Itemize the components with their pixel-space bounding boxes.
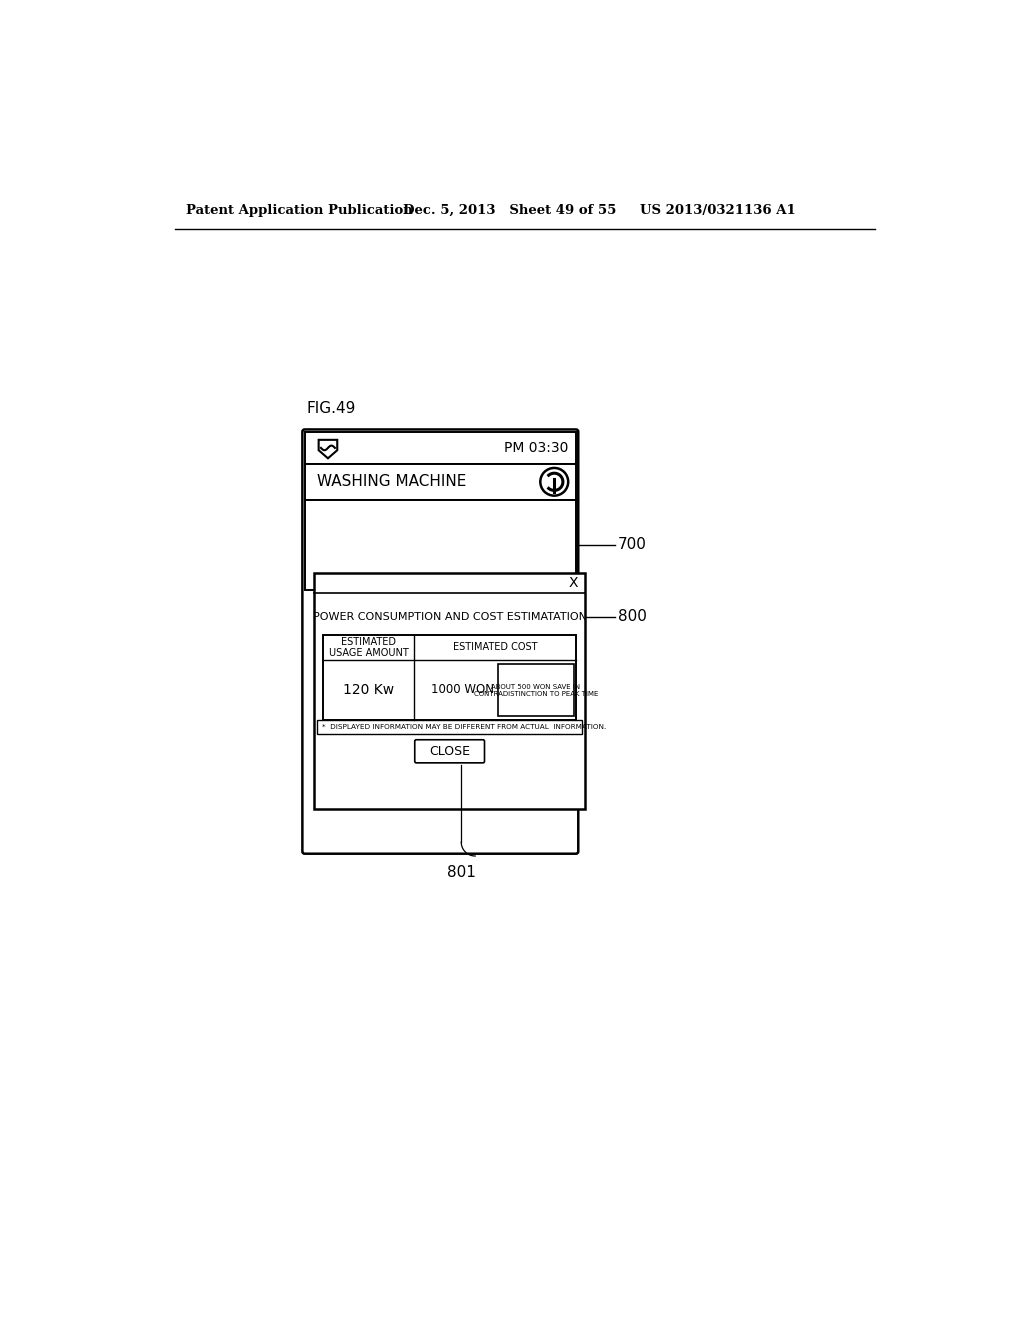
Text: WASHING MACHINE: WASHING MACHINE xyxy=(317,474,467,490)
Text: 700: 700 xyxy=(617,537,647,553)
Text: ESTIMATED COST: ESTIMATED COST xyxy=(453,643,538,652)
Bar xyxy=(314,573,586,809)
Text: Patent Application Publication: Patent Application Publication xyxy=(186,205,413,218)
Text: X: X xyxy=(569,577,579,590)
Text: PM 03:30: PM 03:30 xyxy=(504,441,568,455)
Bar xyxy=(305,465,575,499)
Bar xyxy=(317,719,583,734)
Text: CLOSE: CLOSE xyxy=(429,744,470,758)
Text: Dec. 5, 2013   Sheet 49 of 55: Dec. 5, 2013 Sheet 49 of 55 xyxy=(403,205,616,218)
FancyBboxPatch shape xyxy=(302,429,579,854)
Bar xyxy=(324,635,575,719)
Bar xyxy=(308,770,572,847)
Text: 800: 800 xyxy=(617,609,647,624)
FancyBboxPatch shape xyxy=(415,739,484,763)
Text: 1000 WON: 1000 WON xyxy=(431,684,495,696)
Text: 801: 801 xyxy=(446,866,476,880)
Text: ESTIMATED
USAGE AMOUNT: ESTIMATED USAGE AMOUNT xyxy=(329,636,409,659)
Bar xyxy=(305,432,575,465)
Text: US 2013/0321136 A1: US 2013/0321136 A1 xyxy=(640,205,796,218)
Text: FIG.49: FIG.49 xyxy=(306,401,355,416)
Text: POWER CONSUMPTION AND COST ESTIMATATION: POWER CONSUMPTION AND COST ESTIMATATION xyxy=(312,611,587,622)
Bar xyxy=(499,664,573,715)
Text: *  DISPLAYED INFORMATION MAY BE DIFFERENT FROM ACTUAL  INFORMATION.: * DISPLAYED INFORMATION MAY BE DIFFERENT… xyxy=(322,723,606,730)
Text: ABOUT 500 WON SAVE IN
CONTRADISTINCTION TO PEAK TIME: ABOUT 500 WON SAVE IN CONTRADISTINCTION … xyxy=(474,684,598,697)
Text: 120 Kw: 120 Kw xyxy=(343,682,394,697)
Bar xyxy=(305,499,575,590)
